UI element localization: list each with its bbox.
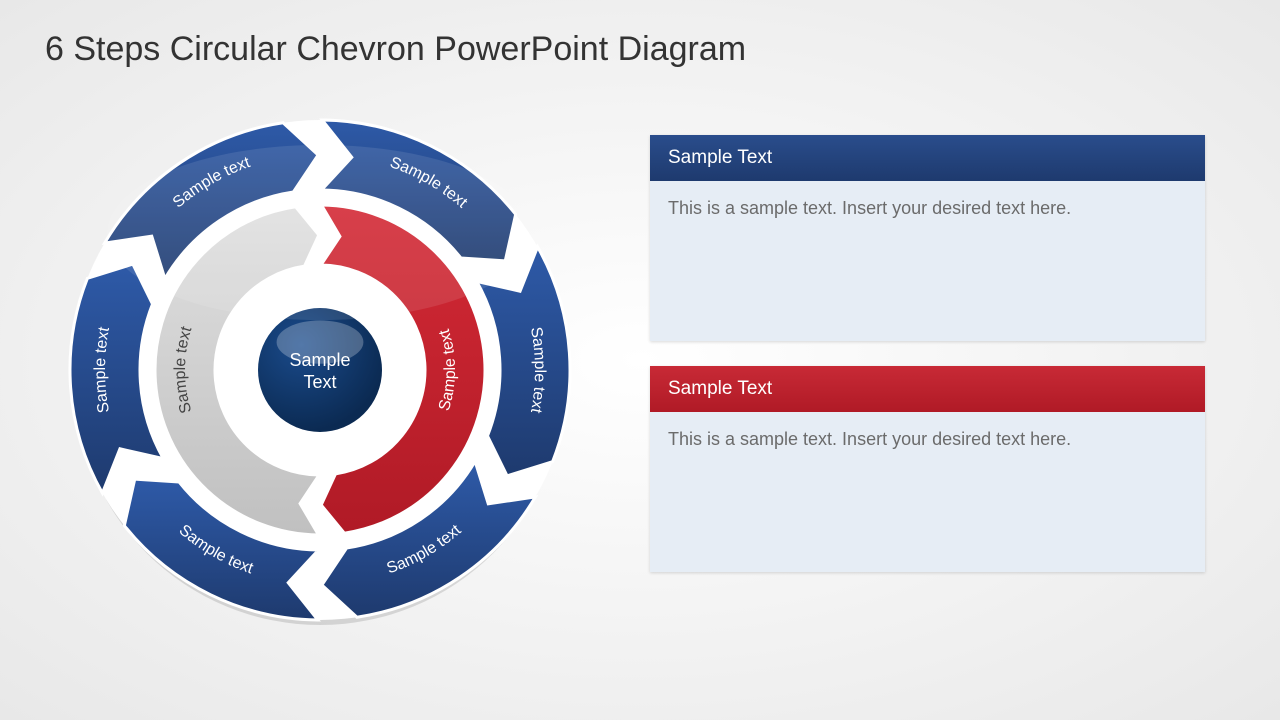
panel-2: Sample Text This is a sample text. Inser…	[650, 366, 1205, 572]
panel-1: Sample Text This is a sample text. Inser…	[650, 135, 1205, 341]
center-text-line1: Sample	[289, 350, 350, 370]
text-panels: Sample Text This is a sample text. Inser…	[650, 135, 1205, 597]
panel-2-body: This is a sample text. Insert your desir…	[650, 412, 1205, 572]
panel-1-header: Sample Text	[650, 135, 1205, 181]
slide-title: 6 Steps Circular Chevron PowerPoint Diag…	[45, 30, 746, 69]
panel-2-header: Sample Text	[650, 366, 1205, 412]
panel-1-body: This is a sample text. Insert your desir…	[650, 181, 1205, 341]
center-text-line2: Text	[303, 372, 336, 392]
circular-chevron-diagram: SampleTextSample textSample textSample t…	[60, 110, 580, 630]
